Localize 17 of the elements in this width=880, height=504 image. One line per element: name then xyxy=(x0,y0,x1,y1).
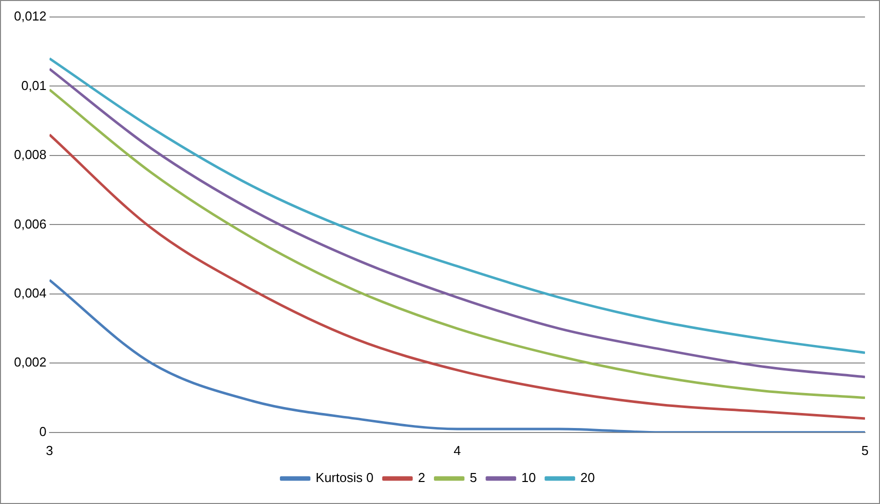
y-tick-label: 0,012 xyxy=(14,8,47,24)
y-tick-label: 0 xyxy=(39,424,47,439)
legend-label: 20 xyxy=(580,470,595,486)
legend-label: 5 xyxy=(470,470,477,486)
y-tick-label: 0,002 xyxy=(14,354,47,370)
x-tick-label: 4 xyxy=(454,442,461,458)
x-tick-label: 3 xyxy=(46,442,54,458)
y-tick-label: 0,006 xyxy=(14,216,47,232)
x-tick-label: 5 xyxy=(861,442,869,458)
legend-label: 10 xyxy=(521,470,536,486)
line-series xyxy=(50,133,865,420)
legend-label: Kurtosis 0 xyxy=(316,470,374,486)
legend-label: 2 xyxy=(418,470,426,486)
y-tick-label: 0,004 xyxy=(14,286,47,301)
line-series xyxy=(50,278,865,432)
y-tick-label: 0,01 xyxy=(21,78,47,93)
y-tick-label: 0,008 xyxy=(14,147,47,162)
